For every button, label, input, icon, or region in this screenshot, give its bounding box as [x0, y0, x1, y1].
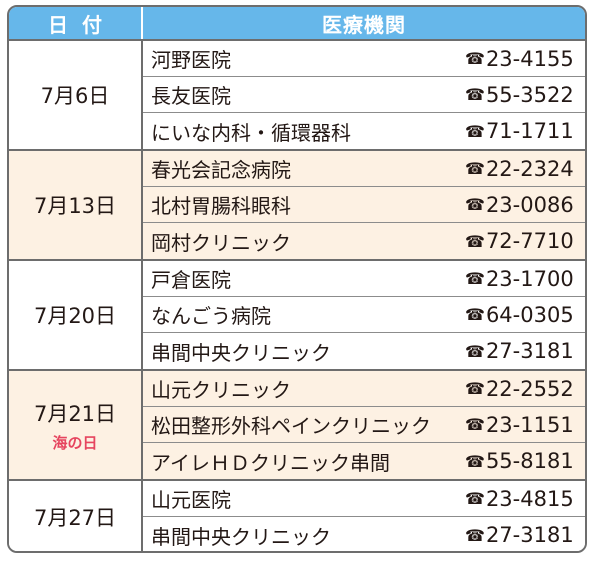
telephone-icon: ☎: [465, 195, 485, 214]
institution-name: 松田整形外科ペインクリニック: [151, 414, 431, 438]
phone-number: ☎ 22-2552: [465, 376, 574, 401]
date-cell: 7月21日 海の日: [9, 371, 143, 479]
phone-number: ☎ 55-3522: [465, 82, 574, 107]
date-label: 7月20日: [33, 304, 117, 328]
telephone-icon: ☎: [465, 379, 485, 398]
institution-name: 北村胃腸科眼科: [151, 194, 291, 218]
phone-number: ☎ 23-4815: [465, 486, 574, 511]
date-cell: 7月20日: [9, 261, 143, 369]
institution-name: 長友医院: [151, 84, 231, 108]
telephone-icon: ☎: [465, 85, 485, 104]
date-label: 7月27日: [33, 506, 117, 530]
telephone-icon: ☎: [465, 121, 485, 141]
institution-name: 春光会記念病院: [151, 158, 291, 182]
table-row: 岡村クリニック ☎ 72-7710: [143, 223, 585, 259]
institution-name: 山元医院: [151, 488, 231, 512]
institution-name: 岡村クリニック: [151, 230, 291, 255]
date-cell: 7月13日: [9, 151, 143, 259]
date-label: 7月13日: [33, 194, 117, 218]
header-institution: 医療機関: [322, 12, 406, 37]
table-row: 河野医院 ☎ 23-4155: [143, 41, 585, 77]
telephone-icon: ☎: [465, 415, 485, 434]
telephone-icon: ☎: [465, 451, 485, 471]
institution-name: 河野医院: [151, 48, 231, 72]
phone-number: ☎ 72-7710: [465, 229, 574, 253]
table-row: 長友医院 ☎ 55-3522: [143, 77, 585, 113]
institution-name: 串間中央クリニック: [151, 340, 331, 365]
header-date: 日付: [9, 7, 143, 39]
phone-number: ☎ 22-2324: [465, 156, 574, 181]
telephone-icon: ☎: [465, 231, 485, 251]
table-row: 春光会記念病院 ☎ 22-2324: [143, 151, 585, 187]
phone-number: ☎ 23-1700: [465, 266, 574, 291]
telephone-icon: ☎: [465, 489, 485, 508]
telephone-icon: ☎: [465, 525, 485, 545]
table-header: 日付 医療機関: [9, 7, 585, 41]
phone-number: ☎ 71-1711: [465, 119, 574, 143]
telephone-icon: ☎: [465, 269, 485, 288]
date-group: 7月20日 戸倉医院 ☎ 23-1700 なんごう病院 ☎ 64-0305 串間中央…: [9, 261, 585, 371]
date-label: 7月6日: [40, 84, 110, 108]
table-row: 山元医院 ☎ 23-4815: [143, 481, 585, 517]
phone-number: ☎ 23-0086: [465, 192, 574, 217]
table-row: にいな内科・循環器科 ☎ 71-1711: [143, 113, 585, 149]
phone-number: ☎ 64-0305: [465, 302, 574, 327]
telephone-icon: ☎: [465, 341, 485, 361]
date-cell: 7月27日: [9, 481, 143, 551]
table-row: 山元クリニック ☎ 22-2552: [143, 371, 585, 407]
phone-number: ☎ 27-3181: [465, 523, 574, 547]
phone-number: ☎ 27-3181: [465, 339, 574, 363]
telephone-icon: ☎: [465, 305, 485, 324]
institution-name: 戸倉医院: [151, 268, 231, 292]
telephone-icon: ☎: [465, 49, 485, 68]
date-group: 7月21日 海の日 山元クリニック ☎ 22-2552 松田整形外科ペインクリニッ…: [9, 371, 585, 481]
table-row: アイレＨＤクリニック串間 ☎ 55-8181: [143, 443, 585, 479]
phone-number: ☎ 23-4155: [465, 46, 574, 71]
duty-schedule-table: 日付 医療機関 7月6日 河野医院 ☎ 23-4155 長友医院 ☎ 55-3522…: [7, 5, 587, 553]
telephone-icon: ☎: [465, 159, 485, 178]
date-label: 7月21日: [33, 401, 117, 426]
date-group: 7月27日 山元医院 ☎ 23-4815 串間中央クリニック ☎ 27-3181: [9, 481, 585, 551]
table-row: 北村胃腸科眼科 ☎ 23-0086: [143, 187, 585, 223]
table-row: なんごう病院 ☎ 64-0305: [143, 297, 585, 333]
table-row: 串間中央クリニック ☎ 27-3181: [143, 517, 585, 551]
date-group: 7月6日 河野医院 ☎ 23-4155 長友医院 ☎ 55-3522 にいな内科・循…: [9, 41, 585, 151]
table-row: 戸倉医院 ☎ 23-1700: [143, 261, 585, 297]
holiday-label: 海の日: [52, 433, 98, 452]
institution-name: なんごう病院: [151, 304, 271, 328]
institution-name: アイレＨＤクリニック串間: [151, 450, 390, 475]
table-row: 松田整形外科ペインクリニック ☎ 23-1151: [143, 407, 585, 443]
institution-name: にいな内科・循環器科: [151, 120, 351, 145]
date-cell: 7月6日: [9, 41, 143, 149]
table-row: 串間中央クリニック ☎ 27-3181: [143, 333, 585, 369]
phone-number: ☎ 55-8181: [465, 449, 574, 473]
institution-name: 山元クリニック: [151, 378, 291, 402]
date-group: 7月13日 春光会記念病院 ☎ 22-2324 北村胃腸科眼科 ☎ 23-0086 …: [9, 151, 585, 261]
institution-name: 串間中央クリニック: [151, 524, 331, 549]
phone-number: ☎ 23-1151: [465, 412, 574, 437]
